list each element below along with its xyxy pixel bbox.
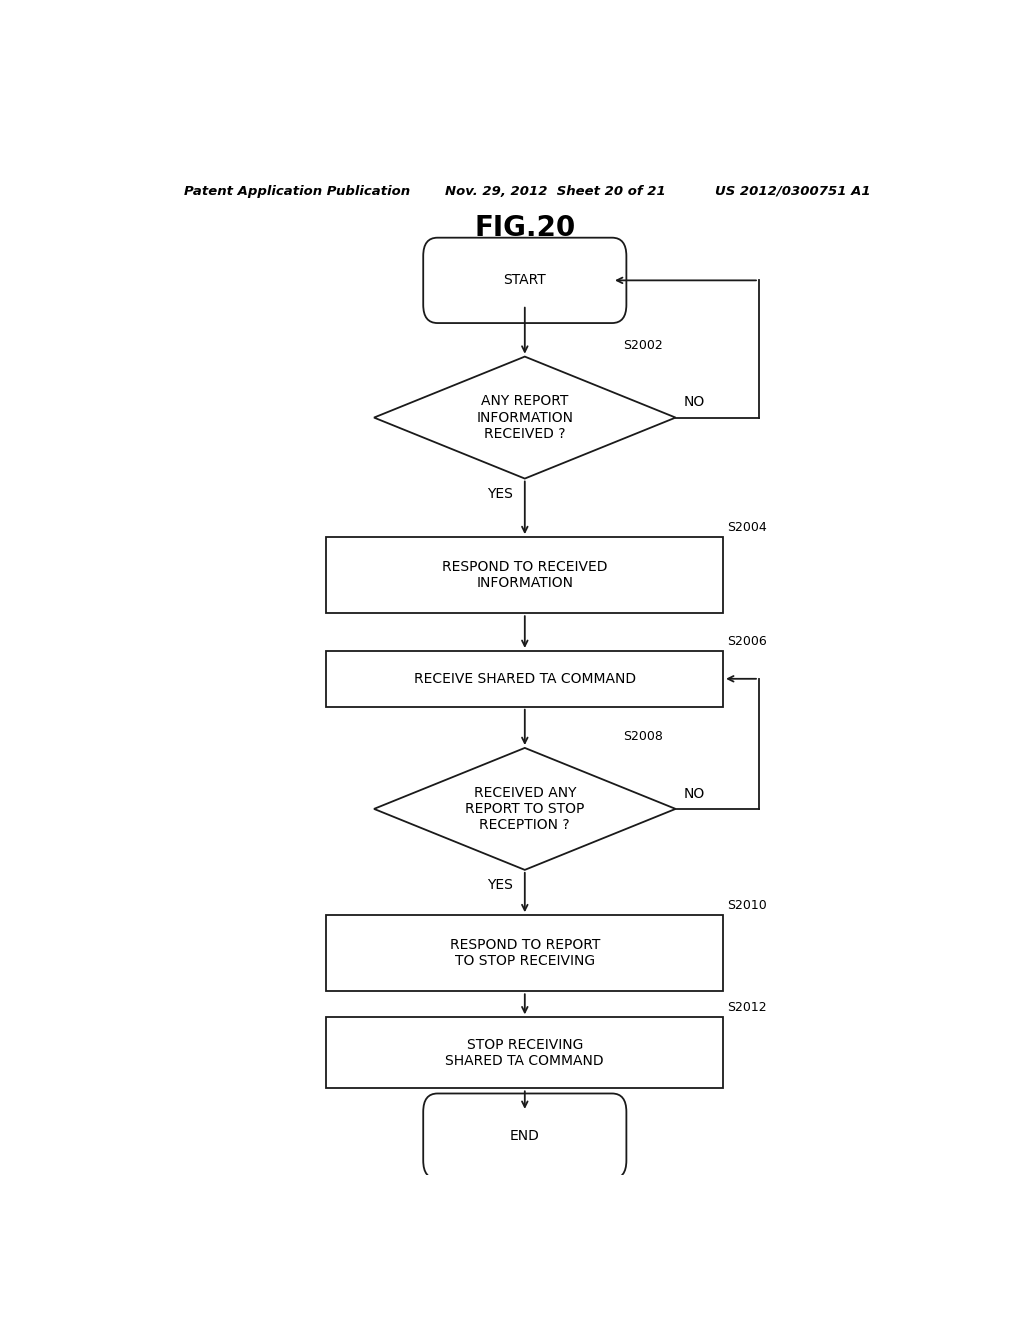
Polygon shape xyxy=(374,356,676,479)
Text: S2012: S2012 xyxy=(727,1001,767,1014)
Text: NO: NO xyxy=(684,787,705,801)
Text: YES: YES xyxy=(487,878,513,892)
Text: US 2012/0300751 A1: US 2012/0300751 A1 xyxy=(715,185,870,198)
Text: S2004: S2004 xyxy=(727,521,767,535)
Text: S2002: S2002 xyxy=(623,338,663,351)
Text: Nov. 29, 2012  Sheet 20 of 21: Nov. 29, 2012 Sheet 20 of 21 xyxy=(445,185,667,198)
Text: RECEIVED ANY
REPORT TO STOP
RECEPTION ?: RECEIVED ANY REPORT TO STOP RECEPTION ? xyxy=(465,785,585,832)
Bar xyxy=(327,537,723,614)
Text: YES: YES xyxy=(487,487,513,500)
Text: FIG.20: FIG.20 xyxy=(474,214,575,243)
Text: ANY REPORT
INFORMATION
RECEIVED ?: ANY REPORT INFORMATION RECEIVED ? xyxy=(476,395,573,441)
FancyBboxPatch shape xyxy=(423,238,627,323)
FancyBboxPatch shape xyxy=(423,1093,627,1179)
Text: RECEIVE SHARED TA COMMAND: RECEIVE SHARED TA COMMAND xyxy=(414,672,636,686)
Text: STOP RECEIVING
SHARED TA COMMAND: STOP RECEIVING SHARED TA COMMAND xyxy=(445,1038,604,1068)
Text: S2008: S2008 xyxy=(623,730,663,743)
Text: S2010: S2010 xyxy=(727,899,767,912)
Bar xyxy=(327,1018,723,1089)
Bar xyxy=(327,651,723,706)
Text: RESPOND TO REPORT
TO STOP RECEIVING: RESPOND TO REPORT TO STOP RECEIVING xyxy=(450,939,600,969)
Text: S2006: S2006 xyxy=(727,635,767,648)
Text: RESPOND TO RECEIVED
INFORMATION: RESPOND TO RECEIVED INFORMATION xyxy=(442,560,607,590)
Text: END: END xyxy=(510,1129,540,1143)
Polygon shape xyxy=(374,748,676,870)
Bar xyxy=(327,915,723,991)
Text: START: START xyxy=(504,273,546,288)
Text: Patent Application Publication: Patent Application Publication xyxy=(183,185,410,198)
Text: NO: NO xyxy=(684,396,705,409)
